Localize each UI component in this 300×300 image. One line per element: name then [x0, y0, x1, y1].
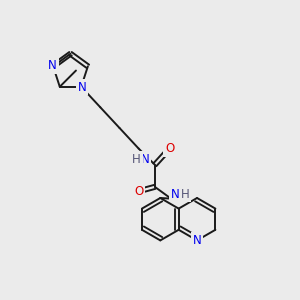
- Text: N: N: [193, 234, 201, 247]
- Text: N: N: [171, 188, 180, 201]
- Text: H: H: [132, 153, 141, 166]
- Text: O: O: [134, 185, 143, 198]
- Text: N: N: [77, 81, 86, 94]
- Text: N: N: [48, 59, 57, 72]
- Text: N: N: [141, 153, 150, 166]
- Text: H: H: [181, 188, 190, 201]
- Text: O: O: [165, 142, 174, 155]
